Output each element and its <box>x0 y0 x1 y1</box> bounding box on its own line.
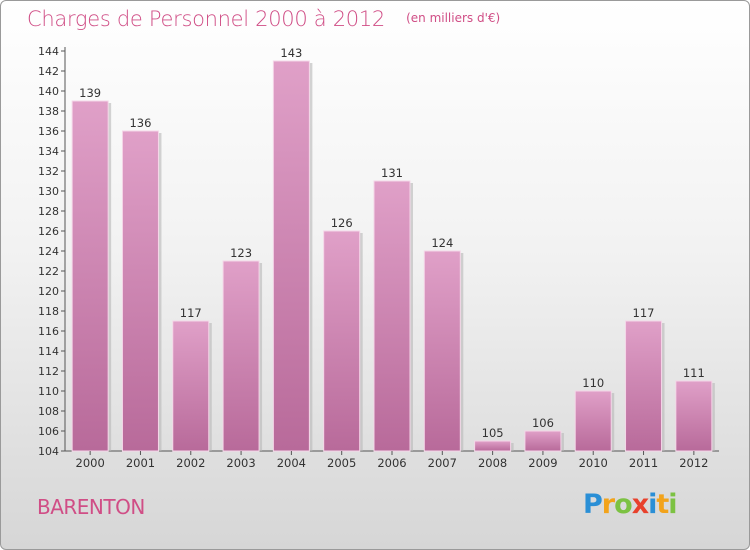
x-tick-label: 2008 <box>478 456 507 470</box>
y-tick-label: 116 <box>38 325 59 338</box>
y-tick-label: 124 <box>38 245 59 258</box>
bar-value-label: 110 <box>582 376 604 390</box>
y-tick-label: 104 <box>38 445 59 458</box>
chart-subtitle: (en milliers d'€) <box>406 11 501 25</box>
y-tick-label: 114 <box>38 345 59 358</box>
bar <box>423 250 461 452</box>
y-tick-label: 140 <box>38 85 59 98</box>
bar <box>524 430 562 452</box>
bar <box>172 320 210 452</box>
y-tick-label: 122 <box>38 265 59 278</box>
x-tick-label: 2010 <box>579 456 608 470</box>
y-tick-label: 130 <box>38 185 59 198</box>
bar-value-label: 106 <box>532 416 554 430</box>
bar <box>71 100 109 452</box>
y-tick-label: 134 <box>38 145 59 158</box>
bar-value-label: 139 <box>79 86 101 100</box>
bar <box>373 180 411 452</box>
logo-letter: t <box>656 489 669 520</box>
bar <box>121 130 159 452</box>
x-tick-label: 2004 <box>277 456 306 470</box>
logo-letter: x <box>631 489 649 520</box>
logo-letter: i <box>668 489 677 520</box>
y-tick-label: 110 <box>38 385 59 398</box>
x-tick-label: 2002 <box>176 456 205 470</box>
y-tick-label: 142 <box>38 65 59 78</box>
bar-value-label: 131 <box>381 166 403 180</box>
bar <box>272 60 310 452</box>
commune-name: BARENTON <box>37 495 145 519</box>
bar-value-label: 136 <box>129 116 151 130</box>
y-tick-label: 144 <box>38 45 59 58</box>
x-tick-label: 2006 <box>377 456 406 470</box>
bar <box>574 390 612 452</box>
y-tick-label: 126 <box>38 225 59 238</box>
bar-value-label: 117 <box>180 306 202 320</box>
proxiti-logo: Proxiti <box>583 489 678 520</box>
y-tick-label: 138 <box>38 105 59 118</box>
y-tick-label: 120 <box>38 285 59 298</box>
bar-value-label: 111 <box>683 366 705 380</box>
bar-value-label: 126 <box>331 216 353 230</box>
x-tick-label: 2009 <box>528 456 557 470</box>
bar-value-label: 123 <box>230 246 252 260</box>
y-tick-label: 132 <box>38 165 59 178</box>
bar <box>474 440 512 452</box>
y-tick-label: 118 <box>38 305 59 318</box>
x-tick-label: 2005 <box>327 456 356 470</box>
bar-value-label: 117 <box>633 306 655 320</box>
x-tick-label: 2003 <box>226 456 255 470</box>
x-tick-label: 2001 <box>126 456 155 470</box>
x-tick-label: 2011 <box>629 456 658 470</box>
y-tick-label: 136 <box>38 125 59 138</box>
logo-letter: r <box>601 489 615 520</box>
bar-value-label: 124 <box>431 236 453 250</box>
y-tick-label: 106 <box>38 425 59 438</box>
y-tick-label: 108 <box>38 405 59 418</box>
bar <box>222 260 260 452</box>
bar-value-label: 143 <box>280 46 302 60</box>
logo-letter: i <box>648 489 657 520</box>
bar <box>675 380 713 452</box>
chart-title: Charges de Personnel 2000 à 2012 <box>27 7 385 31</box>
x-tick-label: 2007 <box>428 456 457 470</box>
bar <box>625 320 663 452</box>
logo-letter: o <box>614 489 633 520</box>
y-tick-label: 128 <box>38 205 59 218</box>
bar <box>323 230 361 452</box>
title-block: Charges de Personnel 2000 à 2012 (en mil… <box>27 7 500 31</box>
x-tick-label: 2000 <box>76 456 105 470</box>
y-tick-label: 112 <box>38 365 59 378</box>
x-tick-label: 2012 <box>679 456 708 470</box>
logo-letter: P <box>583 489 603 520</box>
bar-value-label: 105 <box>482 426 504 440</box>
